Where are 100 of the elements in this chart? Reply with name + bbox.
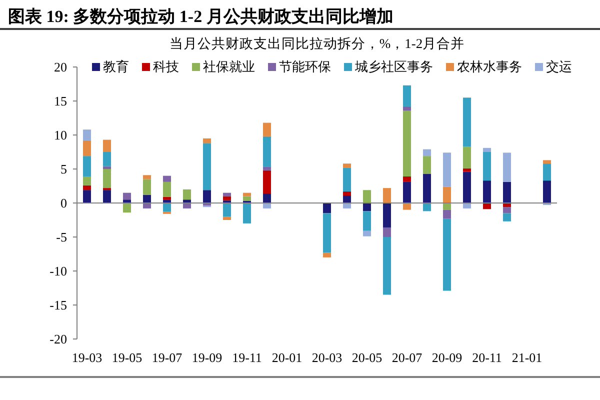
x-tick-label: 20-07 bbox=[392, 350, 423, 366]
bar bbox=[343, 168, 351, 192]
bar bbox=[263, 170, 271, 194]
x-tick-label: 20-11 bbox=[472, 350, 502, 366]
bar bbox=[103, 140, 111, 152]
bar bbox=[543, 164, 551, 181]
bar bbox=[443, 218, 451, 291]
y-tick-label: -5 bbox=[56, 230, 67, 245]
legend-label: 节能环保 bbox=[279, 58, 331, 76]
chart-subtitle: 当月公共财政支出同比拉动拆分，%，1-2月合并 bbox=[168, 35, 466, 53]
bar bbox=[243, 203, 251, 224]
bar bbox=[383, 203, 391, 228]
x-tick-label: 20-03 bbox=[312, 350, 342, 366]
bar bbox=[83, 190, 91, 203]
bar bbox=[383, 227, 391, 237]
bar bbox=[423, 149, 431, 156]
bar bbox=[263, 122, 271, 136]
bar bbox=[443, 210, 451, 219]
x-tick-label: 20-05 bbox=[352, 350, 382, 366]
bar bbox=[143, 194, 151, 203]
bar bbox=[443, 186, 451, 203]
bar bbox=[483, 180, 491, 203]
x-tick-label: 20-09 bbox=[432, 350, 462, 366]
bar bbox=[143, 179, 151, 195]
legend-label: 科技 bbox=[153, 58, 179, 76]
bar bbox=[443, 152, 451, 187]
bar bbox=[403, 85, 411, 106]
bar bbox=[183, 203, 191, 208]
bar bbox=[163, 196, 171, 200]
bar bbox=[423, 203, 431, 212]
bar bbox=[163, 182, 171, 197]
bar bbox=[263, 166, 271, 170]
bar bbox=[83, 176, 91, 186]
x-tick-label: 19-03 bbox=[72, 350, 102, 366]
y-tick-label: -10 bbox=[50, 264, 67, 279]
bar bbox=[323, 252, 331, 258]
bar bbox=[343, 203, 351, 208]
y-tick-label: 5 bbox=[60, 162, 67, 177]
x-tick-label: 21-01 bbox=[512, 350, 542, 366]
bar bbox=[463, 98, 471, 147]
bar bbox=[123, 203, 131, 213]
bar bbox=[263, 136, 271, 167]
bar bbox=[263, 193, 271, 203]
bar bbox=[543, 160, 551, 164]
bar bbox=[83, 185, 91, 190]
bar bbox=[403, 182, 411, 203]
bar bbox=[483, 148, 491, 152]
bar bbox=[423, 156, 431, 174]
x-tick-label: 20-01 bbox=[272, 350, 302, 366]
bar bbox=[403, 106, 411, 111]
y-tick-label: 15 bbox=[54, 94, 67, 109]
bar bbox=[323, 203, 331, 214]
bar bbox=[343, 191, 351, 196]
bar bbox=[143, 175, 151, 180]
bar bbox=[143, 203, 151, 208]
bar bbox=[223, 216, 231, 220]
bar bbox=[363, 230, 371, 236]
bar bbox=[363, 211, 371, 231]
bar bbox=[223, 196, 231, 200]
bar bbox=[483, 203, 491, 210]
bar bbox=[503, 152, 511, 182]
legend-label: 农林水事务 bbox=[457, 58, 522, 76]
bar bbox=[183, 189, 191, 200]
bar bbox=[463, 146, 471, 168]
bar bbox=[383, 237, 391, 295]
bar bbox=[323, 213, 331, 253]
bar bbox=[103, 152, 111, 166]
legend-label: 教育 bbox=[103, 58, 129, 76]
bar bbox=[463, 172, 471, 203]
chart-title: 图表 19: 多数分项拉动 1-2 月公共财政支出同比增加 bbox=[8, 6, 394, 28]
bar bbox=[163, 176, 171, 182]
y-tick-label: -15 bbox=[50, 298, 67, 313]
bar bbox=[203, 190, 211, 203]
bar bbox=[403, 203, 411, 210]
bar bbox=[163, 203, 171, 212]
bar bbox=[123, 192, 131, 200]
bar bbox=[263, 203, 271, 208]
bar bbox=[203, 143, 211, 190]
bar bbox=[503, 213, 511, 222]
y-tick-label: 0 bbox=[60, 196, 67, 211]
bar bbox=[443, 203, 451, 210]
bar bbox=[543, 180, 551, 203]
legend-label: 交运 bbox=[546, 58, 572, 76]
bar bbox=[343, 196, 351, 203]
bar bbox=[83, 130, 91, 140]
bar bbox=[103, 190, 111, 203]
bar bbox=[343, 164, 351, 168]
bar bbox=[363, 203, 371, 212]
legend-label: 社保就业 bbox=[203, 58, 255, 76]
x-tick-label: 19-05 bbox=[112, 350, 142, 366]
legend-label: 城乡社区事务 bbox=[355, 58, 433, 76]
bar bbox=[83, 156, 91, 176]
bar bbox=[243, 196, 251, 201]
bar bbox=[83, 140, 91, 156]
bar bbox=[203, 138, 211, 144]
bar bbox=[363, 190, 371, 203]
bar bbox=[403, 176, 411, 182]
bar bbox=[503, 207, 511, 214]
bar bbox=[103, 166, 111, 169]
bar bbox=[103, 169, 111, 188]
